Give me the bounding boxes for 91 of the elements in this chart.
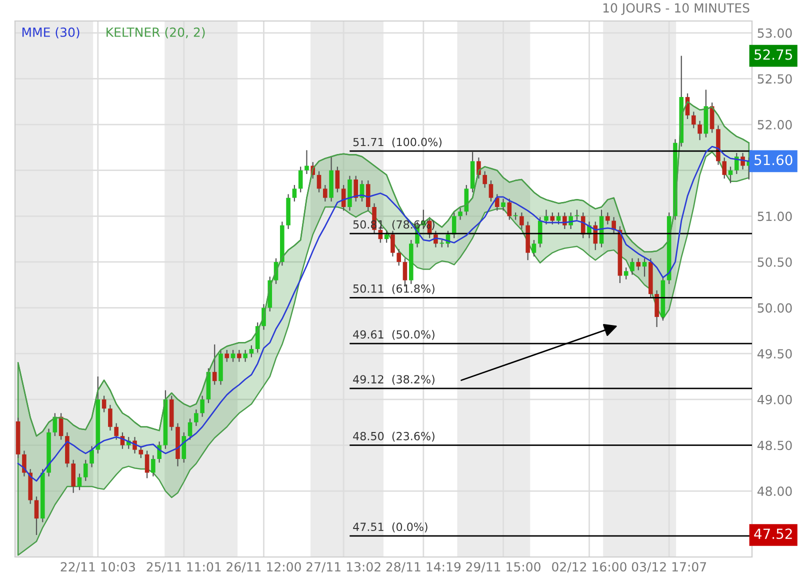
candlestick bbox=[354, 175, 358, 202]
candlestick bbox=[692, 111, 696, 129]
candlestick bbox=[212, 344, 217, 386]
candlestick bbox=[230, 349, 236, 362]
ref-line-label: 51.71 (100.0%) bbox=[353, 138, 442, 148]
y-tick-label: 49.00 bbox=[757, 394, 792, 404]
candlestick bbox=[396, 248, 402, 266]
candlestick bbox=[574, 209, 580, 220]
candlestick bbox=[335, 166, 340, 193]
ref-line-label: 47.51 (0.0%) bbox=[353, 522, 428, 532]
chart-subtitle: 10 JOURS - 10 MINUTES bbox=[603, 3, 750, 15]
y-tick-label: 48.00 bbox=[757, 486, 792, 496]
candlestick bbox=[488, 180, 494, 202]
candlestick bbox=[366, 180, 370, 212]
x-tick-label: 25/11 11:01 bbox=[146, 562, 221, 573]
candlestick bbox=[507, 198, 512, 220]
y-tick-label: 49.50 bbox=[757, 349, 792, 359]
candlestick bbox=[452, 212, 456, 239]
text: MME (30) bbox=[22, 27, 80, 38]
candlestick bbox=[606, 212, 610, 225]
y-tick-label: 53.00 bbox=[758, 28, 792, 38]
y-tick-label: 51.00 bbox=[758, 212, 792, 222]
candlestick bbox=[494, 194, 500, 212]
candlestick bbox=[740, 152, 745, 170]
candlestick bbox=[151, 454, 156, 477]
candlestick bbox=[249, 344, 254, 358]
candlestick bbox=[556, 212, 561, 225]
candlestick bbox=[698, 120, 702, 141]
candlestick bbox=[630, 258, 634, 276]
candlestick bbox=[71, 459, 76, 494]
candlestick bbox=[636, 258, 641, 271]
text: 52.75 bbox=[754, 49, 792, 60]
y-tick-label: 52.00 bbox=[758, 120, 792, 130]
candlestick bbox=[642, 258, 647, 278]
x-tick-label: 03/12 17:07 bbox=[632, 562, 706, 573]
candlestick bbox=[384, 230, 389, 244]
text: 51.60 bbox=[754, 154, 792, 166]
candlestick bbox=[182, 432, 186, 464]
candlestick bbox=[194, 408, 198, 427]
ref-line-label: 50.11 (61.8%) bbox=[353, 284, 434, 294]
candlestick bbox=[390, 230, 395, 258]
candlestick bbox=[316, 170, 322, 193]
candlestick bbox=[34, 496, 39, 536]
candlestick bbox=[224, 349, 230, 362]
candlestick bbox=[188, 418, 192, 440]
x-tick-label: 02/12 16:00 bbox=[552, 562, 626, 573]
ref-line-label: 48.50 (23.6%) bbox=[353, 432, 434, 442]
candlestick bbox=[624, 266, 628, 280]
y-tick-label: 48.50 bbox=[757, 440, 792, 450]
candlestick bbox=[90, 446, 94, 468]
candlestick bbox=[292, 184, 297, 202]
line-series bbox=[17, 146, 750, 482]
candlestick bbox=[323, 184, 328, 202]
candlestick bbox=[102, 395, 106, 413]
x-tick-label: 27/11 13:02 bbox=[306, 562, 380, 573]
candlestick bbox=[568, 212, 573, 230]
candlestick bbox=[654, 290, 659, 328]
x-tick-label: 29/11 15:00 bbox=[466, 562, 540, 573]
candlestick bbox=[83, 459, 88, 482]
candlestick bbox=[728, 166, 733, 184]
y-tick-label: 52.50 bbox=[758, 74, 792, 84]
candlestick bbox=[114, 422, 118, 440]
candlestick bbox=[138, 446, 144, 459]
y-tick-label: 50.50 bbox=[758, 257, 792, 267]
candlestick bbox=[298, 166, 303, 193]
candlestick bbox=[243, 349, 248, 362]
x-tick-label: 26/11 12:00 bbox=[226, 562, 301, 573]
x-tick-label: 22/11 10:03 bbox=[60, 562, 135, 573]
candlestick bbox=[200, 395, 204, 418]
candlestick bbox=[144, 450, 150, 479]
candlestick bbox=[458, 207, 462, 220]
y-tick-label: 50.00 bbox=[758, 303, 792, 313]
text: 47.52 bbox=[754, 528, 792, 540]
candlestick bbox=[482, 170, 487, 188]
candlestick bbox=[550, 212, 555, 225]
candlestick bbox=[237, 349, 242, 362]
ref-line-label: 49.61 (50.0%) bbox=[353, 330, 434, 340]
candlestick bbox=[538, 216, 542, 248]
candlestick bbox=[722, 156, 727, 180]
candlestick bbox=[108, 404, 112, 432]
candlestick bbox=[544, 209, 548, 225]
candlestick bbox=[77, 473, 82, 491]
candlestick bbox=[157, 441, 162, 464]
candlestick bbox=[532, 239, 536, 258]
candlestick bbox=[501, 198, 506, 212]
x-tick-label: 28/11 14:19 bbox=[386, 562, 461, 573]
candlestick bbox=[612, 216, 616, 234]
candlestick bbox=[520, 212, 524, 230]
ref-line-label: 49.12 (38.2%) bbox=[353, 374, 434, 385]
candlestick bbox=[304, 150, 309, 175]
text: KELTNER (20, 2) bbox=[106, 27, 205, 38]
